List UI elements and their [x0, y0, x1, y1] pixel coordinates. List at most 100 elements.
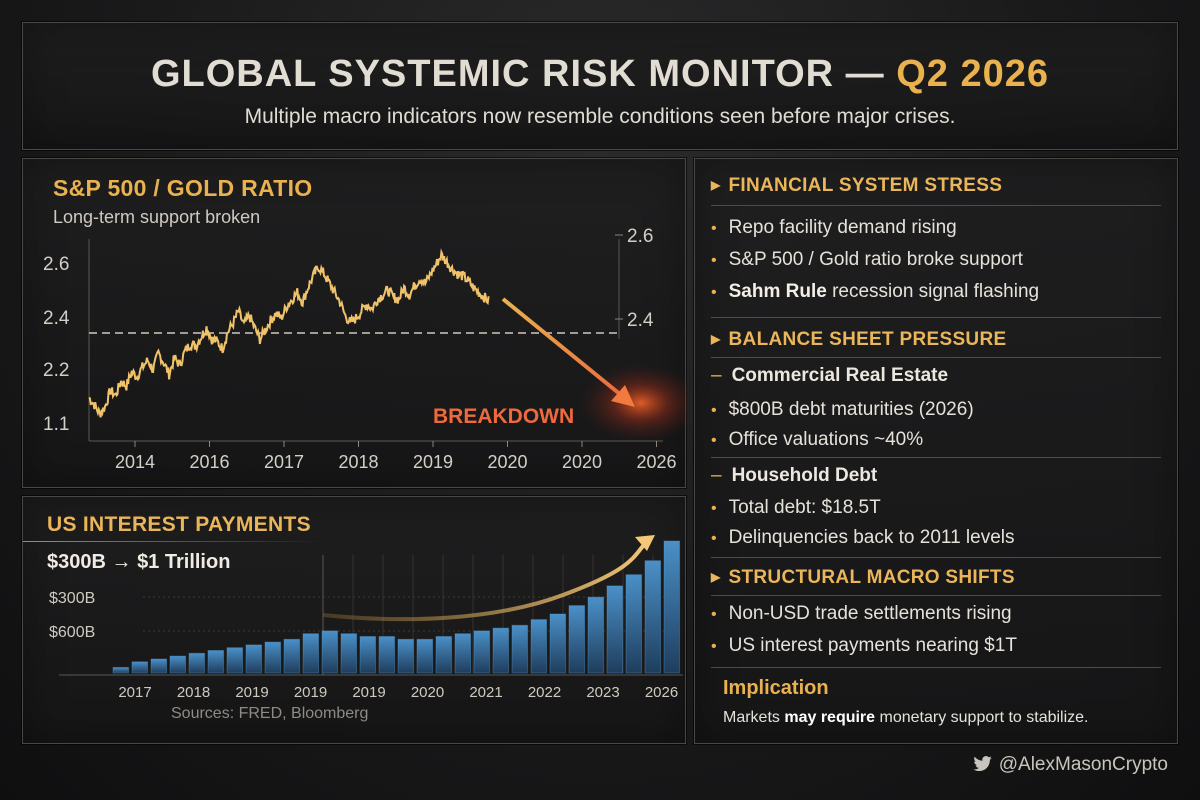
y-tick-label: 1.1: [43, 414, 69, 435]
x-tick-label: 2014: [115, 452, 155, 472]
trend-arrowhead: [635, 535, 655, 551]
bar: [359, 636, 377, 674]
bar: [397, 638, 415, 674]
implication-text-bold: may require: [784, 709, 876, 726]
twitter-bird-icon: [973, 756, 992, 772]
triangle-icon: ▶: [711, 570, 721, 584]
y-tick-label-right: 2.6: [627, 226, 653, 247]
bullet-icon: •: [711, 432, 717, 449]
implication-text-part: monetary support to stabilize.: [875, 709, 1089, 726]
bar: [245, 644, 263, 674]
bullet-icon: •: [711, 402, 717, 419]
list-item-text: Non-USD trade settlements rising: [728, 603, 1012, 624]
bar: [112, 666, 130, 674]
list-item: • S&P 500 / Gold ratio broke support: [711, 249, 1023, 271]
author-credit[interactable]: @AlexMasonCrypto: [973, 754, 1168, 776]
divider: [711, 317, 1161, 318]
bar: [416, 638, 434, 674]
list-item: • Repo facility demand rising: [711, 217, 957, 239]
interest-headline: $300B → $1 Trillion: [47, 551, 230, 574]
divider: [711, 595, 1161, 596]
bar: [530, 619, 548, 674]
triangle-icon: ▶: [711, 332, 721, 346]
bullet-icon: •: [711, 606, 717, 623]
bullet-icon: •: [711, 638, 717, 655]
x-tick-label: 2019: [294, 684, 327, 701]
bar: [511, 624, 529, 674]
page-title: GLOBAL SYSTEMIC RISK MONITOR — Q2 2026: [23, 53, 1177, 96]
section-heading-label: BALANCE SHEET PRESSURE: [728, 329, 1007, 350]
implication-text-part: Markets: [723, 709, 785, 726]
page-subtitle: Multiple macro indicators now resemble c…: [244, 105, 956, 128]
interest-title-underline: [23, 541, 323, 542]
list-item-text: Delinquencies back to 2011 levels: [728, 527, 1015, 548]
list-item-text: recession signal flashing: [826, 281, 1040, 302]
credit-handle: @AlexMasonCrypto: [998, 754, 1168, 775]
breakdown-arrow: [501, 297, 623, 397]
bullet-icon: •: [711, 252, 717, 269]
bar: [606, 585, 624, 674]
divider: [711, 557, 1161, 558]
dash-icon: –: [711, 465, 722, 486]
bar: [321, 630, 339, 674]
list-item-text: US interest payments nearing $1T: [728, 635, 1017, 656]
x-tick-label: 2017: [264, 452, 304, 472]
breakdown-label: BREAKDOWN: [433, 405, 574, 428]
y-tick-label: $300B: [49, 590, 95, 607]
interest-panel: US INTEREST PAYMENTS $300B → $1 Trillion…: [22, 496, 686, 744]
sources-note: Sources: FRED, Bloomberg: [171, 705, 369, 722]
bar: [625, 574, 643, 674]
bullet-icon: •: [711, 530, 717, 547]
x-tick-label: 2016: [189, 452, 229, 472]
x-tick-label: 2026: [645, 684, 678, 701]
bar: [378, 636, 396, 674]
list-item: • Total debt: $18.5T: [711, 497, 881, 519]
triangle-icon: ▶: [711, 178, 721, 192]
divider: [711, 205, 1161, 206]
bullet-icon: •: [711, 284, 717, 301]
bar: [283, 638, 301, 674]
list-item-text: Repo facility demand rising: [728, 217, 957, 238]
implication-heading: Implication: [723, 677, 829, 699]
bar: [207, 650, 225, 674]
interest-chart: $300B $600B 2017 2018 2019 2019 2019 2020 2021 20…: [49, 535, 683, 701]
bullet-icon: •: [711, 500, 717, 517]
bar: [587, 596, 605, 674]
divider: [711, 357, 1161, 358]
sp-gold-subtitle: Long-term support broken: [53, 207, 261, 227]
divider: [711, 667, 1161, 668]
bar: [169, 655, 187, 674]
sp-gold-series-line: [88, 248, 490, 418]
bar: [568, 605, 586, 674]
bar: [150, 658, 168, 674]
subhead-household: – Household Debt: [711, 465, 877, 487]
y-tick-label-right: 2.4: [627, 310, 654, 331]
x-tick-label: 2019: [413, 452, 453, 472]
subhead-label: Household Debt: [731, 465, 878, 486]
list-item-bold: Sahm Rule: [728, 281, 827, 302]
list-item: • US interest payments nearing $1T: [711, 635, 1017, 657]
interest-title: US INTEREST PAYMENTS: [47, 513, 311, 536]
bar: [131, 661, 149, 674]
headline-arrow: →: [111, 551, 132, 573]
list-item: • $800B debt maturities (2026): [711, 399, 974, 421]
bar: [302, 633, 320, 674]
x-tick-label: 2017: [118, 684, 151, 701]
bar: [340, 633, 358, 674]
x-tick-label: 2019: [235, 684, 268, 701]
headline-from: $300B: [47, 551, 106, 573]
title-main: GLOBAL SYSTEMIC RISK MONITOR —: [150, 53, 897, 95]
x-tick-label: 2020: [562, 452, 602, 472]
sp-gold-chart: 2.6 2.4 2.2 1.1 2.6 2.4 2014 2016 2017 2018 2019 20…: [43, 226, 687, 472]
bar: [473, 630, 491, 674]
subhead-cre: – Commercial Real Estate: [711, 365, 948, 387]
x-tick-label: 2021: [469, 684, 502, 701]
x-tick-label: 2018: [338, 452, 378, 472]
x-tick-label: 2019: [352, 684, 385, 701]
bar: [435, 636, 453, 674]
section-balance-sheet: ▶ BALANCE SHEET PRESSURE: [711, 329, 1006, 351]
x-tick-label: 2018: [177, 684, 210, 701]
x-tick-label: 2023: [586, 684, 619, 701]
bar: [188, 652, 206, 674]
list-item-text: Total debt: $18.5T: [728, 497, 881, 518]
